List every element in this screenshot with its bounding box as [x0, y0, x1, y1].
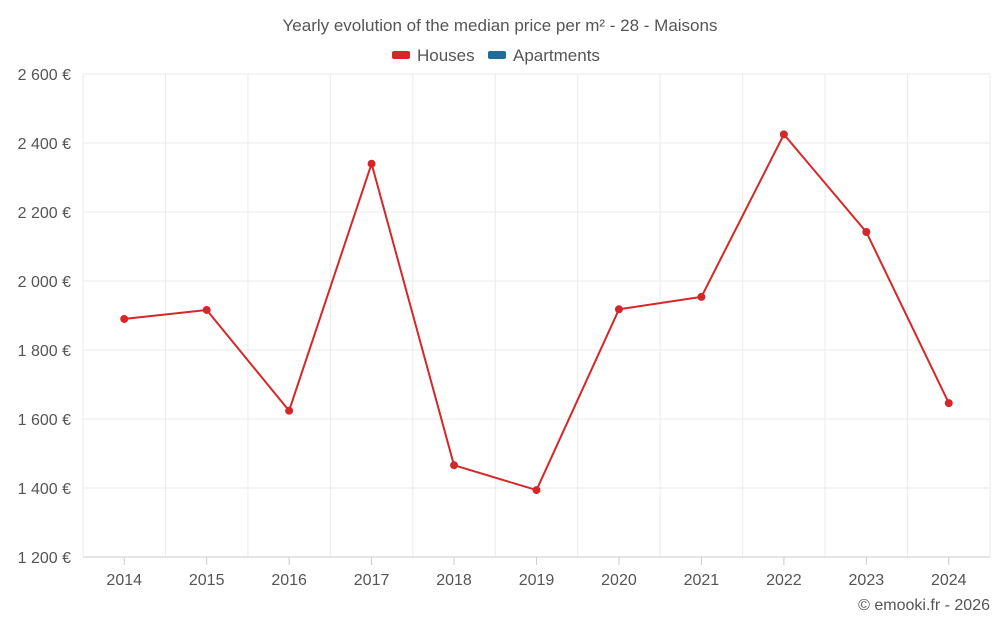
y-tick-label: 1 400 € — [18, 481, 71, 498]
x-tick-label: 2015 — [189, 572, 225, 589]
x-tick-label: 2020 — [601, 572, 637, 589]
y-tick-label: 2 400 € — [18, 136, 71, 153]
chart-title: Yearly evolution of the median price per… — [283, 16, 718, 35]
data-point-houses[interactable] — [450, 461, 459, 470]
data-point-houses[interactable] — [697, 292, 706, 301]
series-layer — [120, 130, 953, 495]
credit-text: © emooki.fr - 2026 — [858, 597, 990, 614]
y-tick-label: 2 600 € — [18, 67, 71, 84]
legend: Houses Apartments — [392, 46, 600, 65]
legend-swatch-apartments — [488, 51, 506, 59]
data-point-houses[interactable] — [779, 130, 788, 139]
data-point-houses[interactable] — [944, 399, 953, 408]
y-tick-label: 1 800 € — [18, 343, 71, 360]
y-tick-label: 2 000 € — [18, 274, 71, 291]
legend-item-houses[interactable]: Houses — [392, 46, 475, 65]
x-tick-label: 2023 — [849, 572, 885, 589]
data-point-houses[interactable] — [285, 406, 294, 415]
x-tick-label: 2024 — [931, 572, 967, 589]
x-tick-label: 2018 — [436, 572, 472, 589]
y-tick-label: 2 200 € — [18, 205, 71, 222]
data-point-houses[interactable] — [120, 314, 129, 323]
data-point-houses[interactable] — [532, 486, 541, 495]
legend-label-apartments: Apartments — [513, 46, 600, 65]
y-axis: 1 200 € 1 400 € 1 600 € 1 800 € 2 000 € 2 200… — [18, 67, 71, 567]
legend-item-apartments[interactable]: Apartments — [488, 46, 600, 65]
x-tick-label: 2014 — [106, 572, 142, 589]
legend-swatch-houses — [392, 51, 410, 59]
y-tick-label: 1 600 € — [18, 412, 71, 429]
x-tick-label: 2017 — [354, 572, 390, 589]
x-tick-label: 2016 — [271, 572, 307, 589]
x-tick-label: 2021 — [684, 572, 720, 589]
data-point-houses[interactable] — [367, 159, 376, 168]
data-point-houses[interactable] — [202, 305, 211, 314]
legend-label-houses: Houses — [417, 46, 475, 65]
x-tick-label: 2022 — [766, 572, 802, 589]
y-tick-label: 1 200 € — [18, 550, 71, 567]
data-point-houses[interactable] — [862, 228, 871, 237]
x-tick-label: 2019 — [519, 572, 555, 589]
data-point-houses[interactable] — [614, 305, 623, 314]
gridlines — [82, 73, 991, 557]
x-axis: 2014 2015 2016 2017 2018 2019 2020 2021 2022 2023… — [83, 556, 990, 589]
